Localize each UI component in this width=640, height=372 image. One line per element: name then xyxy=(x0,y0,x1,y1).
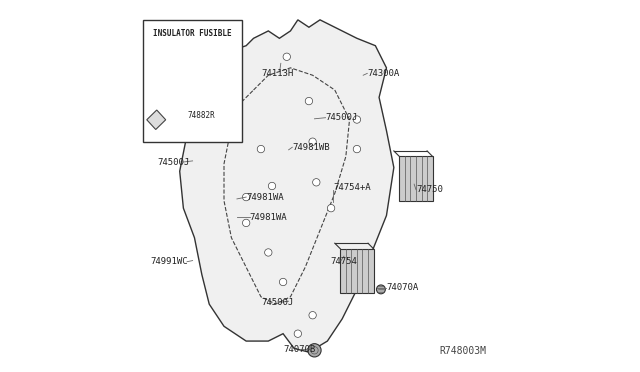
Text: 74300A: 74300A xyxy=(367,69,399,78)
Circle shape xyxy=(308,344,321,357)
Circle shape xyxy=(257,145,264,153)
Text: 74754+A: 74754+A xyxy=(333,183,371,192)
Text: 74500J: 74500J xyxy=(157,157,190,167)
Polygon shape xyxy=(147,110,166,129)
Circle shape xyxy=(243,219,250,227)
Text: 74882R: 74882R xyxy=(188,111,216,121)
Text: 74981WA: 74981WA xyxy=(250,213,287,222)
Circle shape xyxy=(268,182,276,190)
Circle shape xyxy=(312,179,320,186)
Text: 74113H: 74113H xyxy=(261,69,293,78)
Text: 74070A: 74070A xyxy=(387,283,419,292)
Circle shape xyxy=(283,53,291,61)
Polygon shape xyxy=(180,20,394,352)
Text: INSULATOR FUSIBLE: INSULATOR FUSIBLE xyxy=(154,29,232,38)
Text: 74500J: 74500J xyxy=(326,113,358,122)
Bar xyxy=(143,20,243,142)
Circle shape xyxy=(294,330,301,337)
Text: R748003M: R748003M xyxy=(439,346,486,356)
Circle shape xyxy=(309,138,316,145)
Text: 74991WC: 74991WC xyxy=(150,257,188,266)
Text: 74070B: 74070B xyxy=(283,345,316,354)
Text: 74754: 74754 xyxy=(330,257,357,266)
Text: 74981WB: 74981WB xyxy=(292,143,330,152)
Text: 74750: 74750 xyxy=(416,185,443,194)
Circle shape xyxy=(264,249,272,256)
Text: 74981WA: 74981WA xyxy=(246,193,284,202)
Circle shape xyxy=(243,193,250,201)
Bar xyxy=(340,249,374,293)
Circle shape xyxy=(280,278,287,286)
Bar xyxy=(399,157,433,201)
Circle shape xyxy=(353,116,360,123)
Circle shape xyxy=(376,285,385,294)
Circle shape xyxy=(353,145,360,153)
Circle shape xyxy=(328,205,335,212)
Circle shape xyxy=(305,97,312,105)
Circle shape xyxy=(309,311,316,319)
Text: 74500J: 74500J xyxy=(261,298,293,307)
